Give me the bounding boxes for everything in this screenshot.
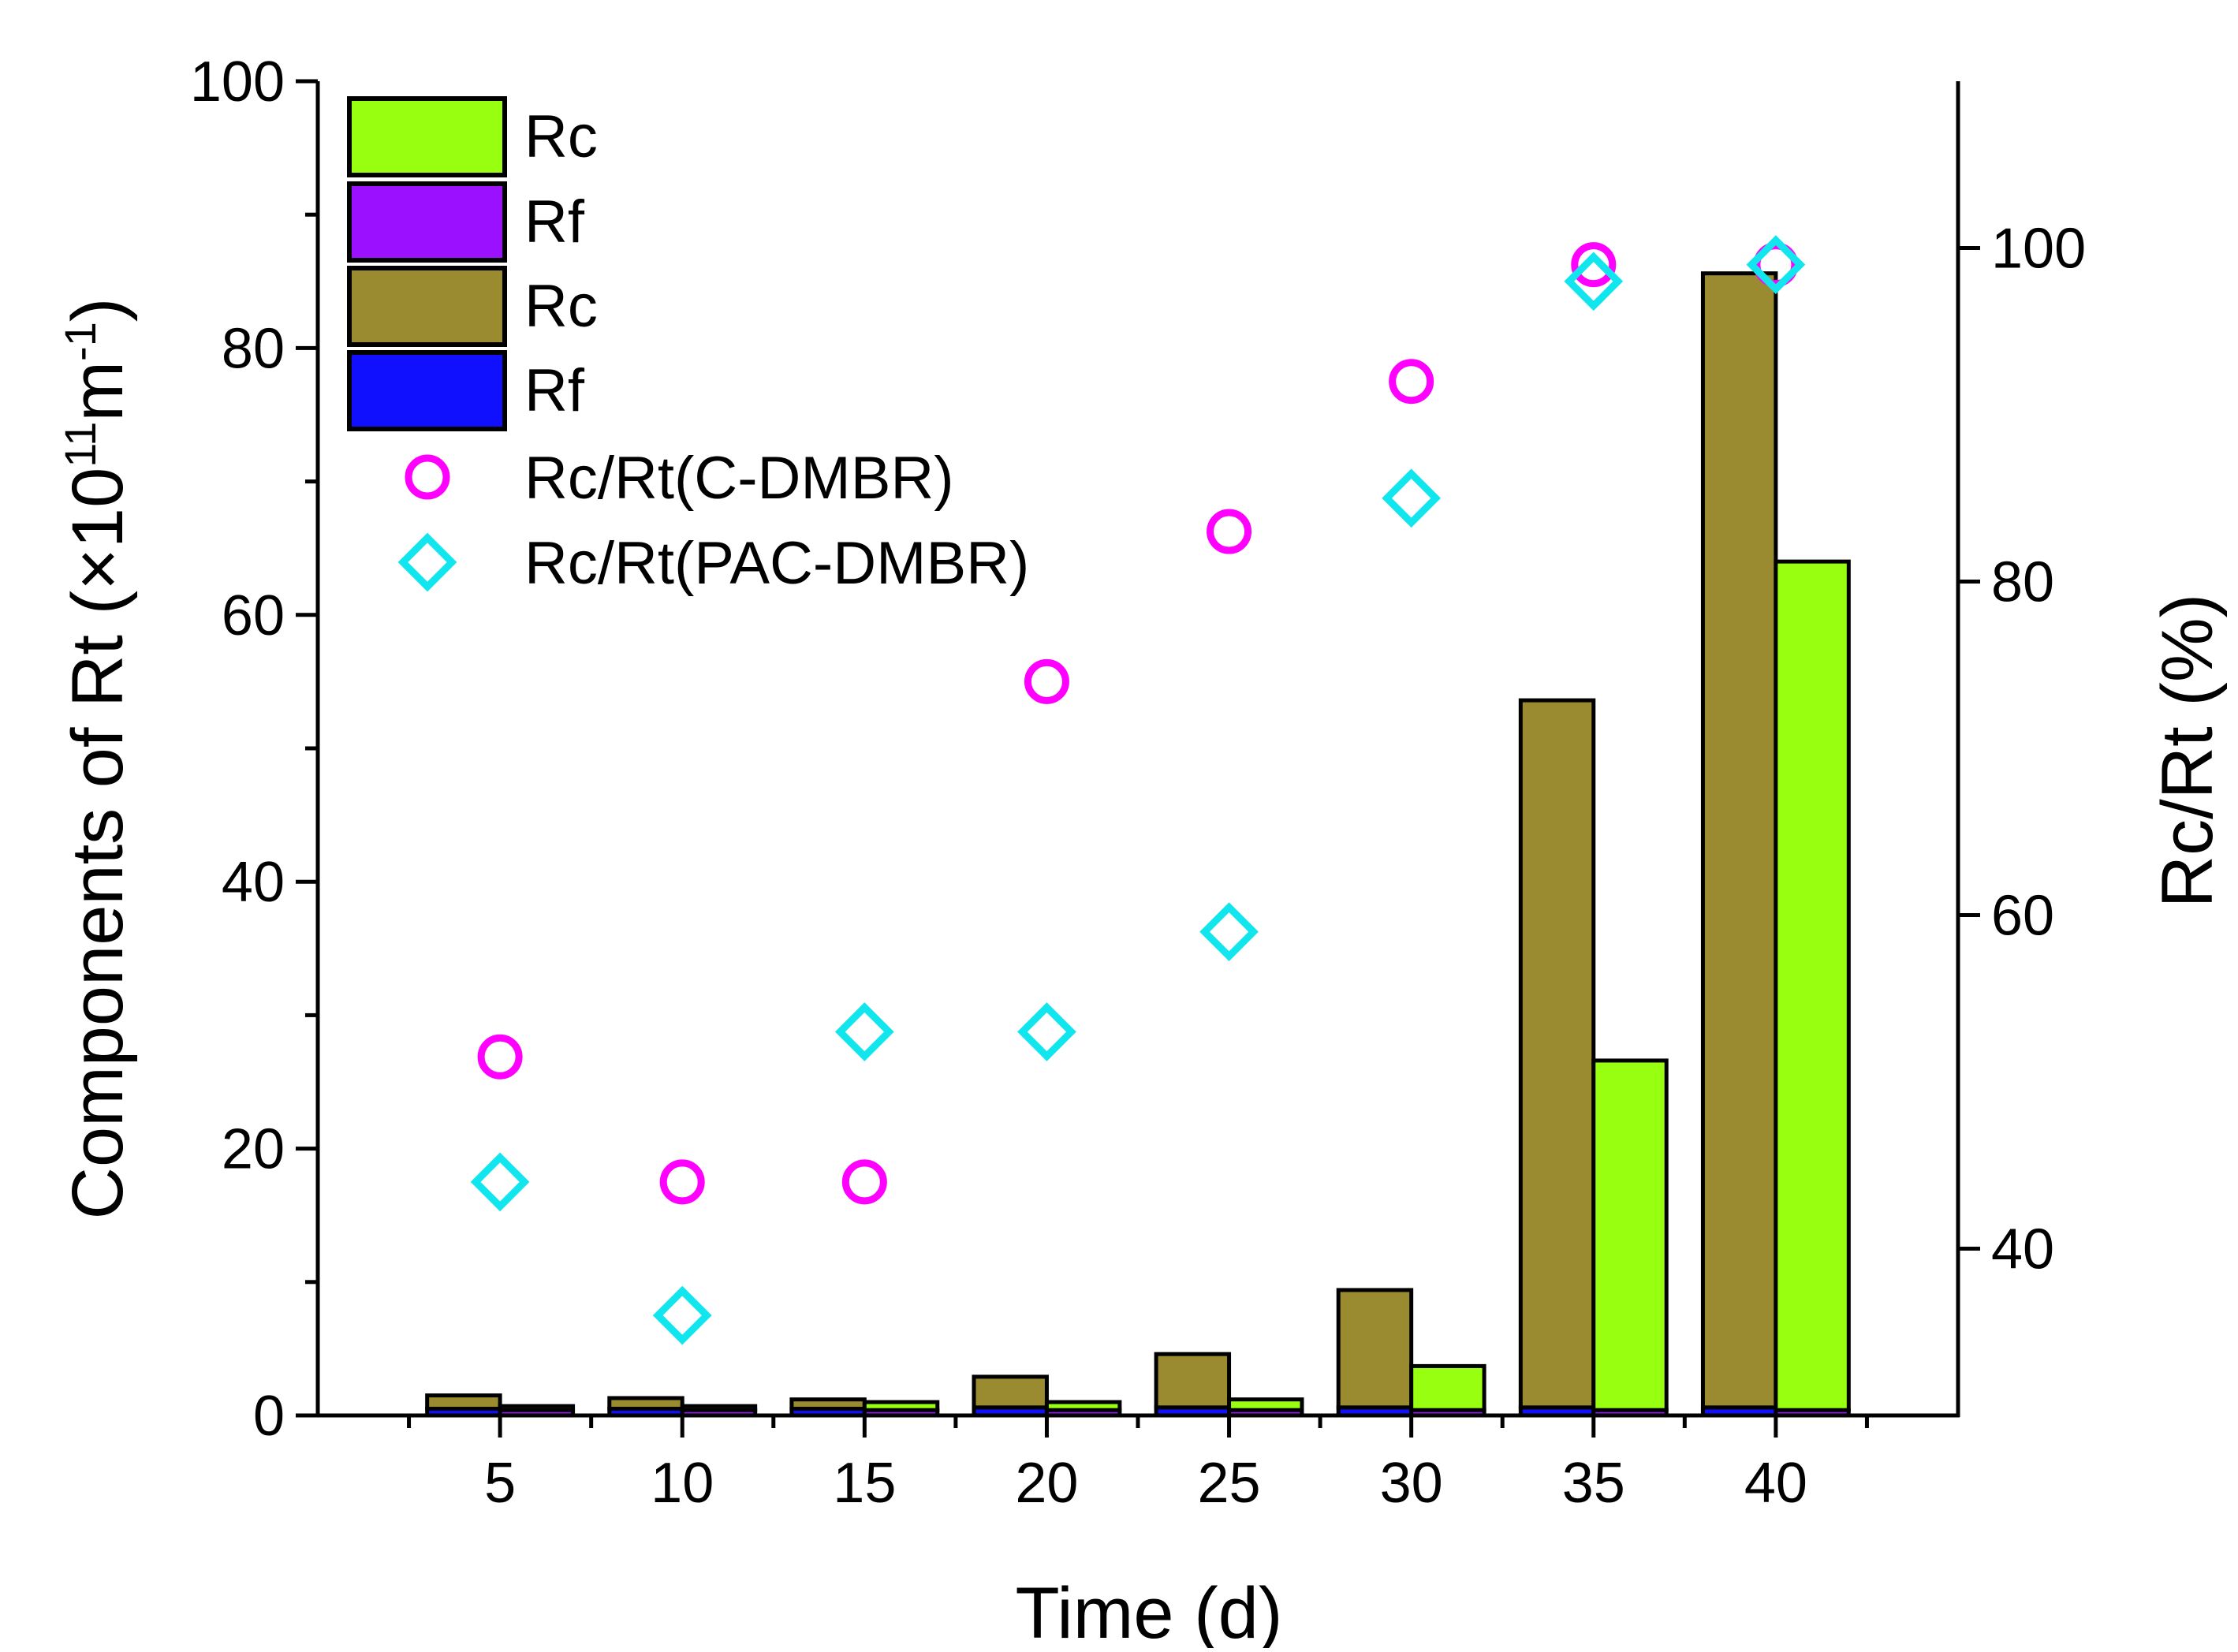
marker-pac-dmbr-20 bbox=[1017, 1002, 1076, 1061]
legend: Rc Rf Rc Rf Rc/Rt(C-DMBR) Rc/Rt(PAC-DMBR) bbox=[347, 96, 1029, 597]
y-right-tick-label-60: 60 bbox=[1991, 885, 2054, 948]
y-axis-title-left: Components of Rt (×1011m-1) bbox=[55, 298, 138, 1220]
marker-c-dmbr-35 bbox=[1571, 242, 1617, 288]
marker-c-dmbr-15 bbox=[841, 1159, 887, 1205]
y-left-tick-label-80: 80 bbox=[222, 317, 285, 380]
marker-pac-dmbr-30 bbox=[1382, 468, 1442, 528]
legend-label-2: Rc bbox=[524, 273, 598, 340]
x-tick-label-20: 20 bbox=[1015, 1452, 1078, 1515]
bar-pac-dmbr-rc-25 bbox=[1227, 1397, 1304, 1412]
marker-pac-dmbr-5 bbox=[470, 1152, 530, 1212]
bar-pac-dmbr-rc-35 bbox=[1591, 1058, 1669, 1412]
y-left-tick-label-20: 20 bbox=[222, 1118, 285, 1181]
legend-swatch-3 bbox=[347, 350, 507, 431]
x-tick-label-35: 35 bbox=[1562, 1452, 1625, 1515]
legend-label-5: Rc/Rt(PAC-DMBR) bbox=[524, 530, 1029, 597]
marker-c-dmbr-40 bbox=[1753, 242, 1799, 288]
bar-c-dmbr-rc-25 bbox=[1154, 1352, 1232, 1410]
legend-marker-circle bbox=[405, 454, 450, 500]
marker-pac-dmbr-15 bbox=[834, 1002, 894, 1061]
bar-pac-dmbr-rc-30 bbox=[1409, 1363, 1486, 1412]
bar-pac-dmbr-rc-40 bbox=[1774, 559, 1851, 1412]
legend-label-1: Rf bbox=[524, 188, 585, 255]
marker-pac-dmbr-40 bbox=[1746, 235, 1806, 295]
y-axis-title-right: Rc/Rt (%) bbox=[2147, 594, 2228, 908]
bar-c-dmbr-rc-15 bbox=[789, 1397, 867, 1411]
bar-c-dmbr-rc-35 bbox=[1518, 698, 1596, 1410]
marker-pac-dmbr-10 bbox=[652, 1285, 712, 1345]
marker-c-dmbr-10 bbox=[659, 1159, 705, 1205]
marker-c-dmbr-20 bbox=[1024, 658, 1069, 704]
x-tick-label-5: 5 bbox=[484, 1452, 516, 1515]
x-tick-label-15: 15 bbox=[833, 1452, 896, 1515]
bars-layer bbox=[425, 271, 1851, 1418]
x-tick-label-10: 10 bbox=[651, 1452, 714, 1515]
legend-swatch-1 bbox=[347, 181, 507, 263]
y-left-tick-label-40: 40 bbox=[222, 851, 285, 914]
x-tick-label-30: 30 bbox=[1380, 1452, 1443, 1515]
x-axis-title: Time (d) bbox=[1015, 1573, 1282, 1648]
marker-c-dmbr-25 bbox=[1207, 509, 1252, 554]
marker-c-dmbr-30 bbox=[1389, 359, 1434, 405]
legend-label-0: Rc bbox=[524, 103, 598, 170]
bar-c-dmbr-rc-20 bbox=[972, 1374, 1049, 1410]
y-right-tick-label-80: 80 bbox=[1991, 551, 2054, 614]
marker-pac-dmbr-25 bbox=[1199, 902, 1259, 962]
legend-marker-diamond bbox=[397, 532, 457, 592]
axes-layer: 0 20 40 60 80 100 40 60 80 100 5 10 15 20 25 30 35 40 bbox=[190, 50, 2086, 1515]
bar-pac-dmbr-rc-15 bbox=[862, 1400, 940, 1412]
marker-c-dmbr-5 bbox=[477, 1034, 523, 1080]
bar-c-dmbr-rc-5 bbox=[425, 1393, 502, 1411]
markers-layer bbox=[470, 235, 1806, 1345]
bar-pac-dmbr-rc-20 bbox=[1044, 1400, 1122, 1412]
bar-pac-dmbr-rc-10 bbox=[680, 1404, 758, 1412]
legend-label-3: Rf bbox=[524, 357, 585, 424]
bar-c-dmbr-rc-10 bbox=[607, 1396, 684, 1411]
y-left-tick-label-100: 100 bbox=[190, 50, 285, 114]
legend-label-4: Rc/Rt(C-DMBR) bbox=[524, 445, 954, 512]
marker-pac-dmbr-35 bbox=[1564, 252, 1624, 311]
y-right-tick-label-100: 100 bbox=[1991, 218, 2086, 281]
x-tick-label-40: 40 bbox=[1744, 1452, 1807, 1515]
bar-pac-dmbr-rc-5 bbox=[498, 1404, 576, 1412]
y-left-tick-label-60: 60 bbox=[222, 584, 285, 647]
bar-c-dmbr-rc-40 bbox=[1700, 271, 1778, 1410]
x-tick-label-25: 25 bbox=[1198, 1452, 1261, 1515]
y-left-tick-label-0: 0 bbox=[253, 1385, 285, 1448]
legend-swatch-2 bbox=[347, 266, 507, 347]
y-right-tick-label-40: 40 bbox=[1991, 1218, 2054, 1281]
bar-c-dmbr-rc-30 bbox=[1336, 1288, 1414, 1410]
legend-swatch-0 bbox=[347, 96, 507, 177]
